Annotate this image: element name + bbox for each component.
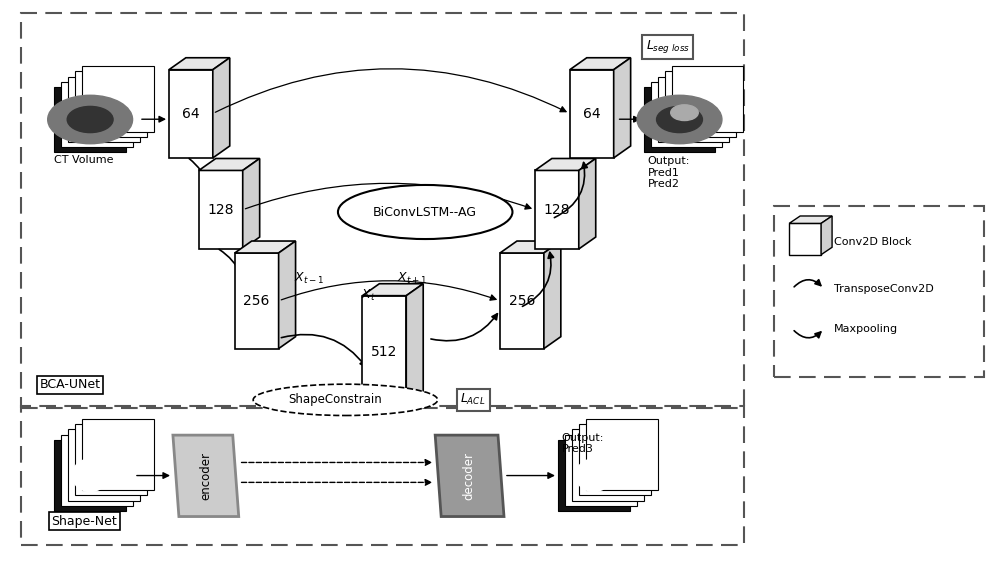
Text: 128: 128 bbox=[544, 202, 570, 217]
Polygon shape bbox=[54, 87, 126, 152]
Circle shape bbox=[657, 106, 702, 133]
Polygon shape bbox=[435, 435, 504, 517]
Polygon shape bbox=[279, 241, 296, 348]
Polygon shape bbox=[68, 77, 140, 142]
Text: CT Volume: CT Volume bbox=[54, 155, 114, 165]
Polygon shape bbox=[82, 66, 154, 132]
Circle shape bbox=[637, 96, 722, 144]
Text: BiConvLSTM--AG: BiConvLSTM--AG bbox=[373, 205, 477, 219]
Polygon shape bbox=[199, 170, 243, 249]
Text: decoder: decoder bbox=[463, 451, 476, 499]
Polygon shape bbox=[570, 58, 631, 70]
Polygon shape bbox=[672, 66, 743, 132]
Polygon shape bbox=[572, 430, 644, 500]
Polygon shape bbox=[658, 77, 729, 142]
Polygon shape bbox=[61, 82, 133, 147]
Text: $X_{t-1}$: $X_{t-1}$ bbox=[294, 271, 324, 286]
Text: 256: 256 bbox=[509, 294, 535, 308]
Text: $X_t$: $X_t$ bbox=[361, 288, 376, 303]
Polygon shape bbox=[789, 216, 832, 224]
Text: 512: 512 bbox=[371, 345, 398, 359]
Polygon shape bbox=[213, 58, 230, 158]
Polygon shape bbox=[535, 170, 579, 249]
Polygon shape bbox=[651, 82, 722, 147]
Polygon shape bbox=[500, 241, 561, 253]
Polygon shape bbox=[406, 284, 423, 408]
Text: ShapeConstrain: ShapeConstrain bbox=[289, 394, 382, 406]
Text: Maxpooling: Maxpooling bbox=[834, 324, 898, 333]
Polygon shape bbox=[570, 70, 614, 158]
Text: $L_{ACL}$: $L_{ACL}$ bbox=[460, 392, 486, 407]
Polygon shape bbox=[644, 87, 715, 152]
Polygon shape bbox=[579, 424, 651, 495]
Polygon shape bbox=[235, 241, 296, 253]
Polygon shape bbox=[665, 72, 736, 137]
Ellipse shape bbox=[338, 185, 512, 239]
Polygon shape bbox=[61, 435, 133, 506]
Polygon shape bbox=[821, 216, 832, 255]
Polygon shape bbox=[558, 440, 630, 511]
Polygon shape bbox=[82, 419, 154, 490]
Text: TransposeConv2D: TransposeConv2D bbox=[834, 284, 934, 294]
Polygon shape bbox=[243, 158, 260, 249]
Polygon shape bbox=[535, 158, 596, 170]
Polygon shape bbox=[169, 70, 213, 158]
Ellipse shape bbox=[253, 384, 438, 415]
Polygon shape bbox=[362, 284, 423, 296]
Polygon shape bbox=[579, 158, 596, 249]
Polygon shape bbox=[565, 435, 637, 506]
Polygon shape bbox=[68, 430, 140, 500]
Text: $L_{seg\ loss}$: $L_{seg\ loss}$ bbox=[646, 38, 690, 55]
Polygon shape bbox=[75, 72, 147, 137]
Polygon shape bbox=[614, 58, 631, 158]
Text: 64: 64 bbox=[182, 107, 200, 121]
Polygon shape bbox=[586, 419, 658, 490]
Text: BCA-UNet: BCA-UNet bbox=[39, 378, 100, 391]
Polygon shape bbox=[789, 224, 821, 255]
Text: 128: 128 bbox=[208, 202, 234, 217]
Text: Output:
Pred1
Pred2: Output: Pred1 Pred2 bbox=[648, 156, 690, 189]
Ellipse shape bbox=[575, 458, 612, 492]
Polygon shape bbox=[544, 241, 561, 348]
Circle shape bbox=[671, 105, 698, 121]
Polygon shape bbox=[75, 424, 147, 495]
Text: $X_{t+1}$: $X_{t+1}$ bbox=[397, 271, 427, 286]
Text: 64: 64 bbox=[583, 107, 601, 121]
Polygon shape bbox=[169, 58, 230, 70]
Polygon shape bbox=[362, 296, 406, 408]
Circle shape bbox=[48, 96, 133, 144]
Ellipse shape bbox=[71, 458, 109, 492]
Text: Shape-Net: Shape-Net bbox=[51, 515, 117, 528]
Text: 256: 256 bbox=[243, 294, 270, 308]
Polygon shape bbox=[54, 440, 126, 511]
Circle shape bbox=[67, 106, 113, 133]
Text: encoder: encoder bbox=[199, 451, 212, 499]
Text: Output:
Pred3: Output: Pred3 bbox=[562, 433, 604, 455]
Polygon shape bbox=[173, 435, 239, 517]
Polygon shape bbox=[199, 158, 260, 170]
Polygon shape bbox=[500, 253, 544, 348]
Text: Conv2D Block: Conv2D Block bbox=[834, 237, 912, 247]
Polygon shape bbox=[235, 253, 279, 348]
